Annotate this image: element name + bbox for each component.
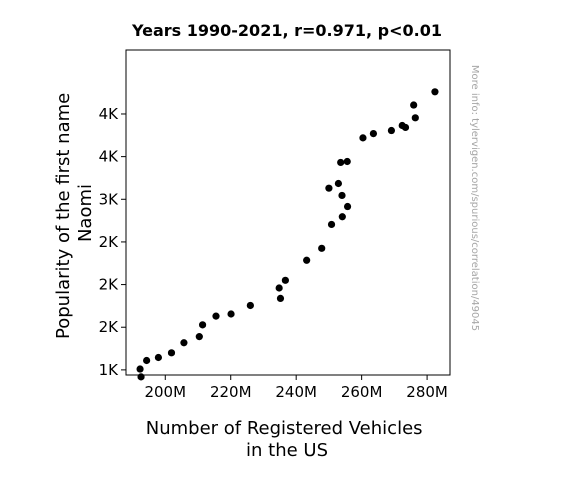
x-tick-label: 220M [210, 383, 252, 401]
y-tick-label: 4K [99, 105, 120, 123]
y-tick-label: 2K [99, 318, 120, 336]
data-point [137, 373, 145, 381]
data-point [167, 349, 176, 357]
x-tick-label: 280M [406, 383, 448, 401]
x-axis-ticks: 200M 220M 240M 260M 280M [144, 375, 448, 401]
data-point [359, 134, 367, 142]
data-point [338, 191, 346, 200]
y-tick-label: 2K [99, 233, 120, 251]
y-axis-ticks: 1K 2K 2K 2K 3K 4K 4K [99, 105, 126, 379]
data-point [327, 220, 336, 229]
data-point [276, 294, 285, 302]
data-point [180, 339, 188, 347]
y-tick-label: 4K [99, 148, 120, 166]
data-point [369, 129, 378, 138]
plot-area [125, 49, 451, 376]
data-point [410, 101, 418, 109]
data-point [195, 333, 203, 341]
y-axis-label-line-2: Naomi [75, 184, 96, 242]
chart-title: Years 1990-2021, r=0.971, p<0.01 [131, 21, 442, 40]
y-axis-label: Popularity of the first name Naomi [53, 87, 96, 339]
data-point [212, 312, 220, 320]
data-point [154, 353, 162, 362]
data-point [431, 88, 439, 96]
y-tick-label: 1K [99, 361, 120, 379]
data-point [338, 213, 346, 221]
data-point [246, 301, 254, 310]
data-point [334, 179, 342, 188]
x-axis-label-line-1: Number of Registered Vehicles [146, 418, 423, 439]
data-point [136, 365, 144, 373]
data-point [198, 321, 207, 329]
data-point [275, 284, 283, 292]
data-point [387, 126, 396, 135]
data-point [318, 244, 326, 252]
x-tick-label: 240M [275, 383, 317, 401]
data-points [136, 88, 439, 381]
data-point [343, 157, 351, 166]
x-tick-label: 200M [144, 383, 186, 401]
data-point [227, 310, 235, 318]
data-point [303, 256, 311, 264]
x-tick-label: 260M [341, 383, 383, 401]
y-tick-label: 3K [99, 190, 120, 208]
data-point [411, 114, 419, 122]
data-point [143, 356, 151, 365]
data-point [343, 202, 352, 211]
data-point [401, 123, 410, 132]
x-axis-label: Number of Registered Vehicles in the US [146, 418, 429, 461]
x-axis-label-line-2: in the US [246, 440, 328, 461]
y-axis-label-line-1: Popularity of the first name [53, 93, 74, 339]
watermark: More info: tylervigen.com/spurious/corre… [469, 65, 480, 331]
data-point [281, 276, 289, 284]
data-point [325, 184, 333, 192]
data-point [337, 158, 345, 167]
y-tick-label: 2K [99, 276, 120, 294]
